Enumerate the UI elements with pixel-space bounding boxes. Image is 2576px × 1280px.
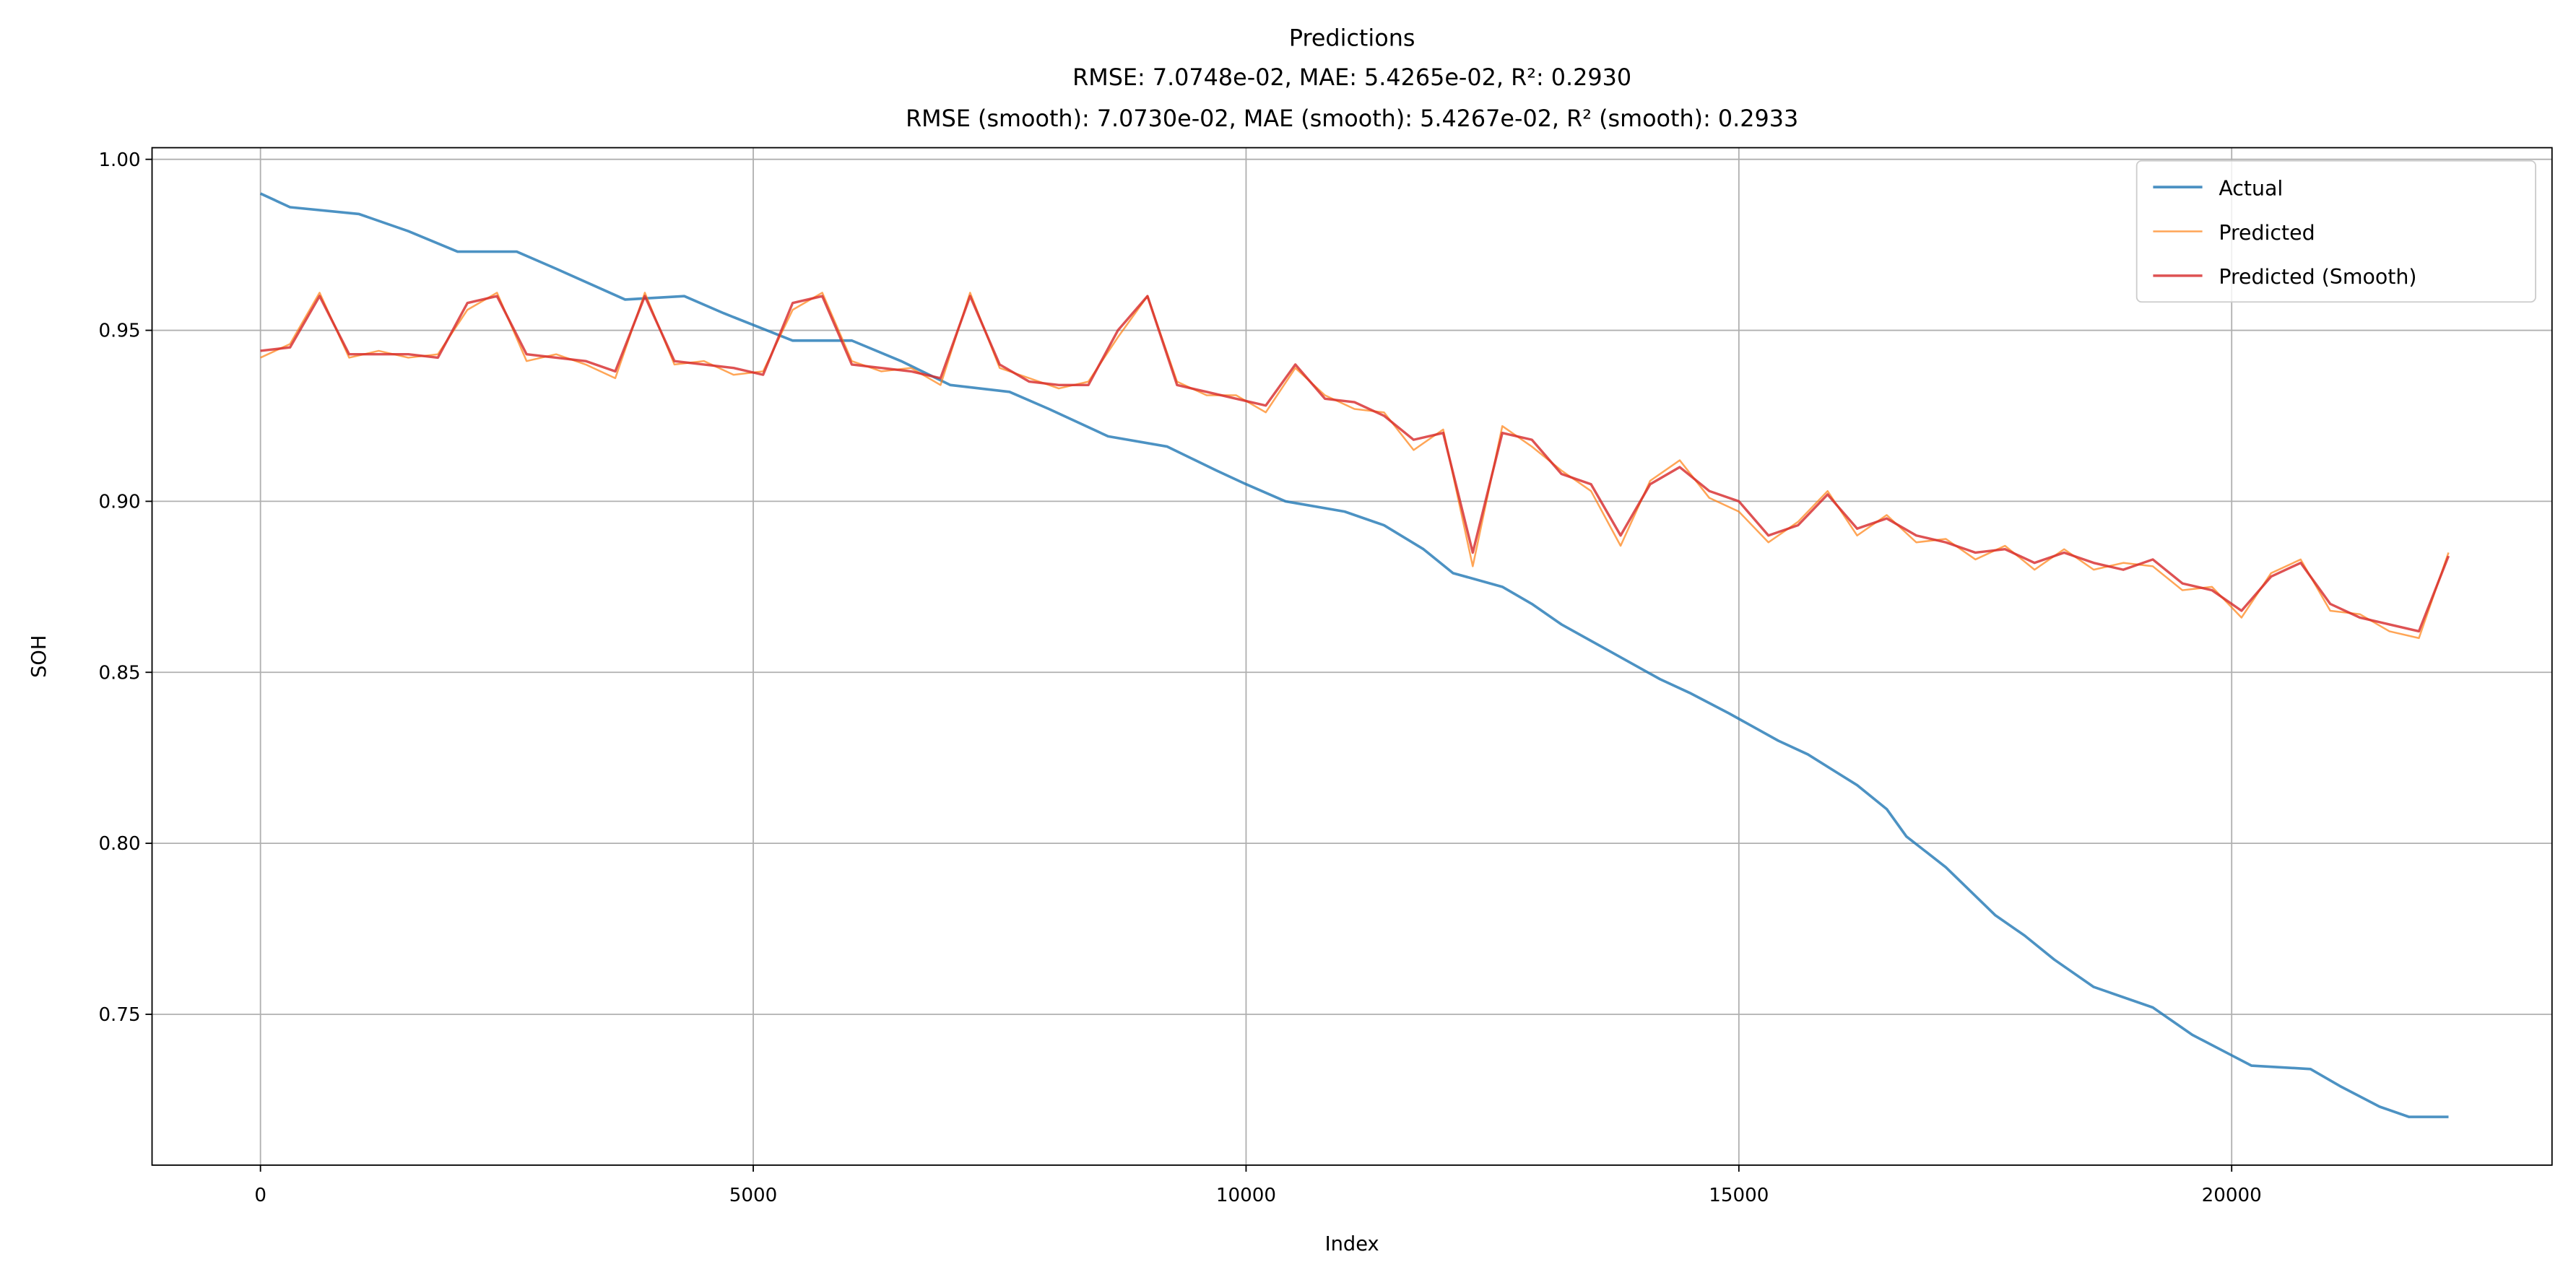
y-axis-label: SOH (28, 635, 51, 678)
x-tick-label: 0 (254, 1185, 266, 1206)
x-axis-label: Index (1325, 1233, 1379, 1255)
y-tick-label: 1.00 (98, 149, 140, 171)
y-tick-label: 0.95 (98, 321, 140, 342)
plot-frame (151, 147, 2553, 1166)
chart-title: Predictions (1289, 25, 1415, 52)
x-tick-label: 5000 (729, 1185, 777, 1206)
chart-subtitle: RMSE (smooth): 7.0730e-02, MAE (smooth):… (906, 105, 1798, 132)
legend: Actual Predicted Predicted (Smooth) (2135, 160, 2536, 303)
y-tick-label: 0.75 (98, 1004, 140, 1026)
y-tick-label: 0.90 (98, 491, 140, 513)
y-tick-label: 0.85 (98, 662, 140, 684)
legend-box (2135, 160, 2536, 303)
legend-label: Predicted (Smooth) (2219, 265, 2416, 289)
x-tick-label: 15000 (1709, 1185, 1769, 1206)
series-line (260, 295, 2450, 633)
series-line (260, 292, 2450, 640)
legend-label: Predicted (2219, 221, 2315, 245)
x-tick-label: 10000 (1216, 1185, 1276, 1206)
x-tick-label: 20000 (2202, 1185, 2262, 1206)
chart-subtitle: RMSE: 7.0748e-02, MAE: 5.4265e-02, R²: 0… (1072, 64, 1631, 91)
y-tick-label: 0.80 (98, 833, 140, 855)
legend-label: Actual (2219, 176, 2283, 200)
series-line (259, 192, 2449, 1118)
